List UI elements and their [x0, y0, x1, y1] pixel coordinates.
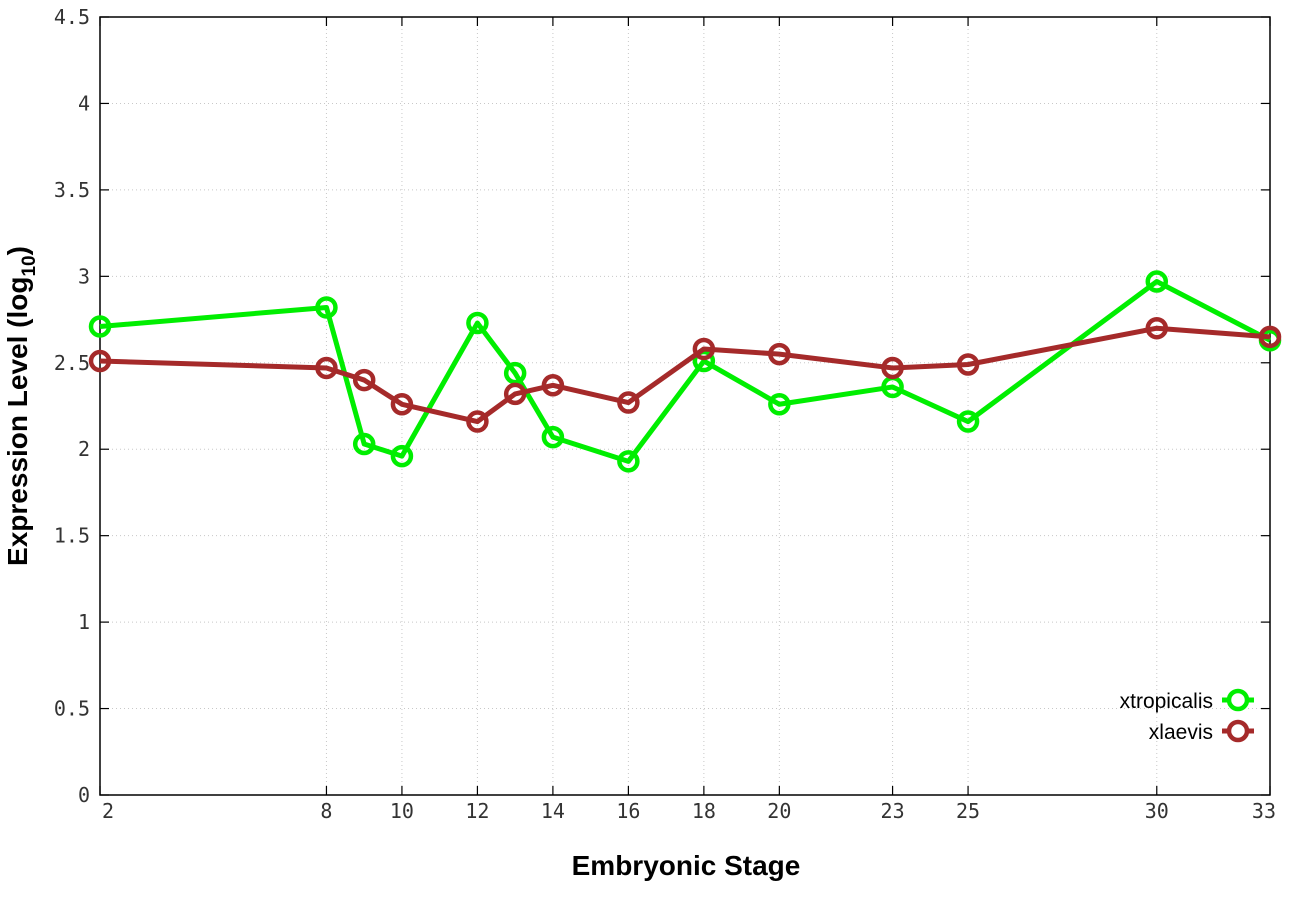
data-point-xtropicalis [768, 393, 791, 416]
data-point-xlaevis [315, 356, 338, 380]
y-axis-title-subscript: 10 [19, 255, 40, 276]
legend-marker-swatch [1226, 688, 1250, 712]
data-point-xtropicalis [352, 432, 376, 456]
series-xlaevis [88, 316, 1282, 433]
data-point-xtropicalis [956, 410, 980, 433]
data-point-xtropicalis [466, 311, 489, 335]
x-tick-label: 23 [881, 799, 905, 823]
y-tick-label: 0 [78, 783, 90, 807]
x-tick-label: 8 [320, 799, 332, 823]
data-point-xtropicalis [88, 315, 112, 338]
data-point-xlaevis [692, 337, 716, 361]
plot-frame [99, 16, 1271, 796]
legend-item-xlaevis: xlaevis [1149, 719, 1254, 744]
data-point-xlaevis [503, 382, 527, 406]
x-tick-label: 12 [465, 799, 489, 823]
x-tick-label: 33 [1252, 799, 1276, 823]
x-tick-label: 16 [616, 799, 640, 823]
legend-label: xlaevis [1149, 721, 1213, 744]
legend: xtropicalis xlaevis [1120, 688, 1254, 744]
data-point-xtropicalis [315, 296, 338, 319]
x-tick-label: 30 [1145, 799, 1169, 823]
series-line-xlaevis [99, 325, 1271, 425]
data-point-xtropicalis [692, 349, 716, 373]
y-axis-title: Expression Level (log10) [2, 246, 40, 566]
x-axis-title: Embryonic Stage [572, 850, 801, 881]
data-point-xlaevis [1145, 316, 1169, 340]
y-tick-label: 2 [78, 437, 90, 461]
x-tick-label: 14 [541, 799, 565, 823]
data-point-xlaevis [1258, 325, 1282, 349]
data-point-xtropicalis [1145, 270, 1169, 293]
data-point-xtropicalis [390, 444, 414, 468]
y-tick-label: 4 [78, 91, 90, 115]
y-axis-title-main: Expression Level (log [2, 277, 33, 566]
y-tick-label: 0.5 [54, 697, 90, 721]
x-tick-label: 20 [767, 799, 791, 823]
data-point-xtropicalis [617, 450, 640, 473]
y-tick-label: 4.5 [54, 5, 90, 29]
y-tick-label: 1 [78, 610, 90, 634]
data-point-xlaevis [541, 374, 565, 397]
y-axis-title-close: ) [2, 246, 33, 255]
x-tick-label: 18 [692, 799, 716, 823]
x-tick-label: 2 [102, 799, 114, 823]
grid [100, 17, 1270, 795]
y-tick-label: 3.5 [54, 178, 90, 202]
series-xtropicalis [88, 270, 1282, 473]
series-line-xtropicalis [99, 279, 1272, 464]
data-point-xtropicalis [541, 425, 565, 449]
data-point-xlaevis [956, 353, 980, 376]
data-point-xlaevis [881, 356, 904, 380]
axis-ticks: 0 0.5 1 1.5 2 2.5 3 3.5 4 4.5 2 8 10 12 14 16 18 20 23 25 30… [54, 5, 1276, 823]
x-tick-label: 10 [390, 799, 414, 823]
y-tick-label: 2.5 [54, 351, 90, 375]
data-point-xlaevis [768, 342, 791, 366]
legend-item-xtropicalis: xtropicalis [1120, 688, 1254, 713]
data-point-xlaevis [617, 391, 640, 414]
y-tick-label: 3 [78, 264, 90, 288]
data-point-xlaevis [88, 349, 112, 373]
data-point-xtropicalis [503, 361, 527, 385]
legend-label: xtropicalis [1120, 690, 1213, 713]
data-point-xlaevis [466, 410, 489, 433]
legend-marker-swatch [1226, 719, 1250, 743]
y-tick-label: 1.5 [54, 524, 90, 548]
x-tick-label: 25 [956, 799, 980, 823]
data-point-xlaevis [352, 368, 376, 392]
series-layer [88, 270, 1282, 473]
data-point-xlaevis [390, 393, 414, 416]
